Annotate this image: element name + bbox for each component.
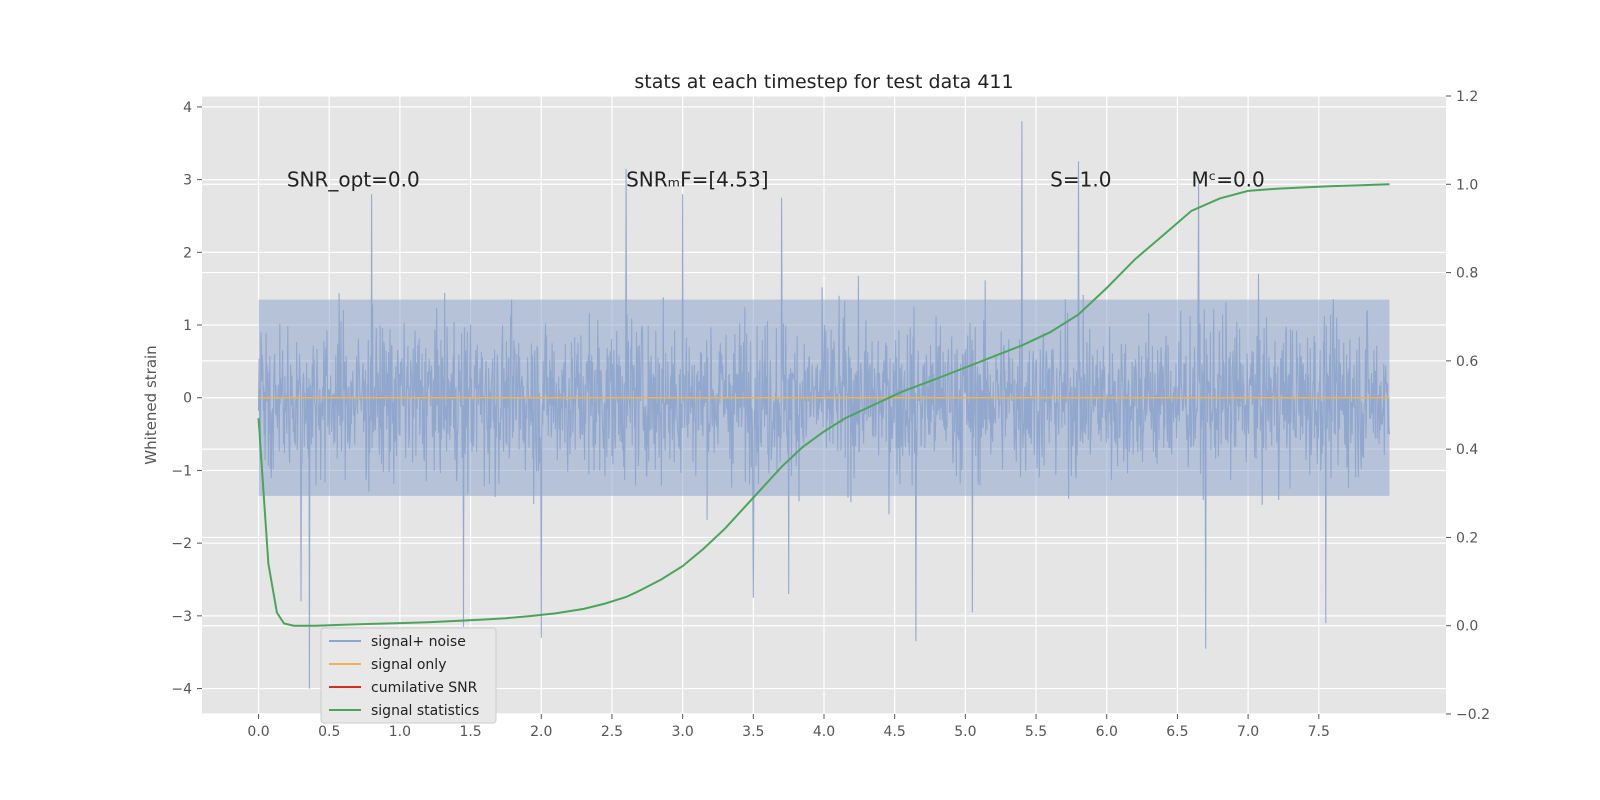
x-tick-label: 0.5: [318, 724, 340, 740]
y-tick-label: 4: [183, 100, 192, 116]
y-tick-label: 0: [183, 391, 192, 407]
x-tick-label: 5.5: [1025, 724, 1047, 740]
x-tick-label: 3.0: [672, 724, 694, 740]
y2-tick-label: 0.2: [1456, 530, 1478, 546]
series-signal-statistics: [257, 183, 1390, 627]
y-tick-label: −3: [171, 609, 192, 625]
x-tick-label: 4.5: [884, 724, 906, 740]
y-tick-label: −2: [171, 536, 192, 552]
x-tick-label: 2.5: [601, 724, 623, 740]
y-tick-label: 3: [183, 173, 192, 189]
y2-tick-label: −0.2: [1456, 707, 1490, 723]
legend: signal+ noise signal only cumilative SNR si…: [320, 627, 497, 724]
axes: 0.0 0.5 1.0 1.5 2.0 2.5 3.0 3.5 4.0 4.5 5.0 5.5 6.0 6…: [171, 89, 1490, 740]
x-tick-label: 7.5: [1308, 724, 1330, 740]
y-axis-label: Whitened strain: [142, 345, 160, 464]
legend-box: [320, 627, 497, 724]
x-tick-label: 5.0: [954, 724, 976, 740]
chart-title: stats at each timestep for test data 411: [634, 71, 1013, 93]
annotation-text: Mᶜ=0.0: [1192, 168, 1265, 192]
legend-label: signal only: [371, 657, 446, 673]
x-tick-label: 3.5: [742, 724, 764, 740]
annotation-text: SNR_opt=0.0: [287, 168, 420, 192]
x-tick-label: 6.0: [1096, 724, 1118, 740]
y2-tick-label: 0.8: [1456, 266, 1478, 282]
y2-tick-label: 0.6: [1456, 354, 1478, 370]
annotation-text: S=1.0: [1050, 168, 1111, 192]
y-tick-label: 1: [183, 318, 192, 334]
annotation-text: SNRₘF=[4.53]: [626, 168, 768, 192]
y-tick-label: 2: [183, 245, 192, 261]
y-tick-label: −4: [171, 682, 192, 698]
x-tick-label: 7.0: [1237, 724, 1259, 740]
x-tick-label: 1.5: [459, 724, 481, 740]
legend-label: signal statistics: [371, 703, 479, 719]
y2-tick-label: 0.0: [1456, 619, 1478, 635]
signal-statistics-line: [257, 183, 1390, 627]
y2-tick-label: 0.4: [1456, 442, 1478, 458]
y2-tick-label: 1.0: [1456, 177, 1478, 193]
x-tick-label: 1.0: [389, 724, 411, 740]
x-tick-label: 4.0: [813, 724, 835, 740]
legend-label: signal+ noise: [371, 634, 466, 650]
x-tick-label: 2.0: [530, 724, 552, 740]
annotations: SNR_opt=0.0 SNRₘF=[4.53] S=1.0 Mᶜ=0.0: [287, 168, 1265, 192]
x-tick-label: 6.5: [1166, 724, 1188, 740]
y2-tick-label: 1.2: [1456, 89, 1478, 105]
legend-label: cumilative SNR: [371, 680, 478, 696]
y-tick-label: −1: [171, 463, 192, 479]
x-tick-label: 0.0: [247, 724, 269, 740]
